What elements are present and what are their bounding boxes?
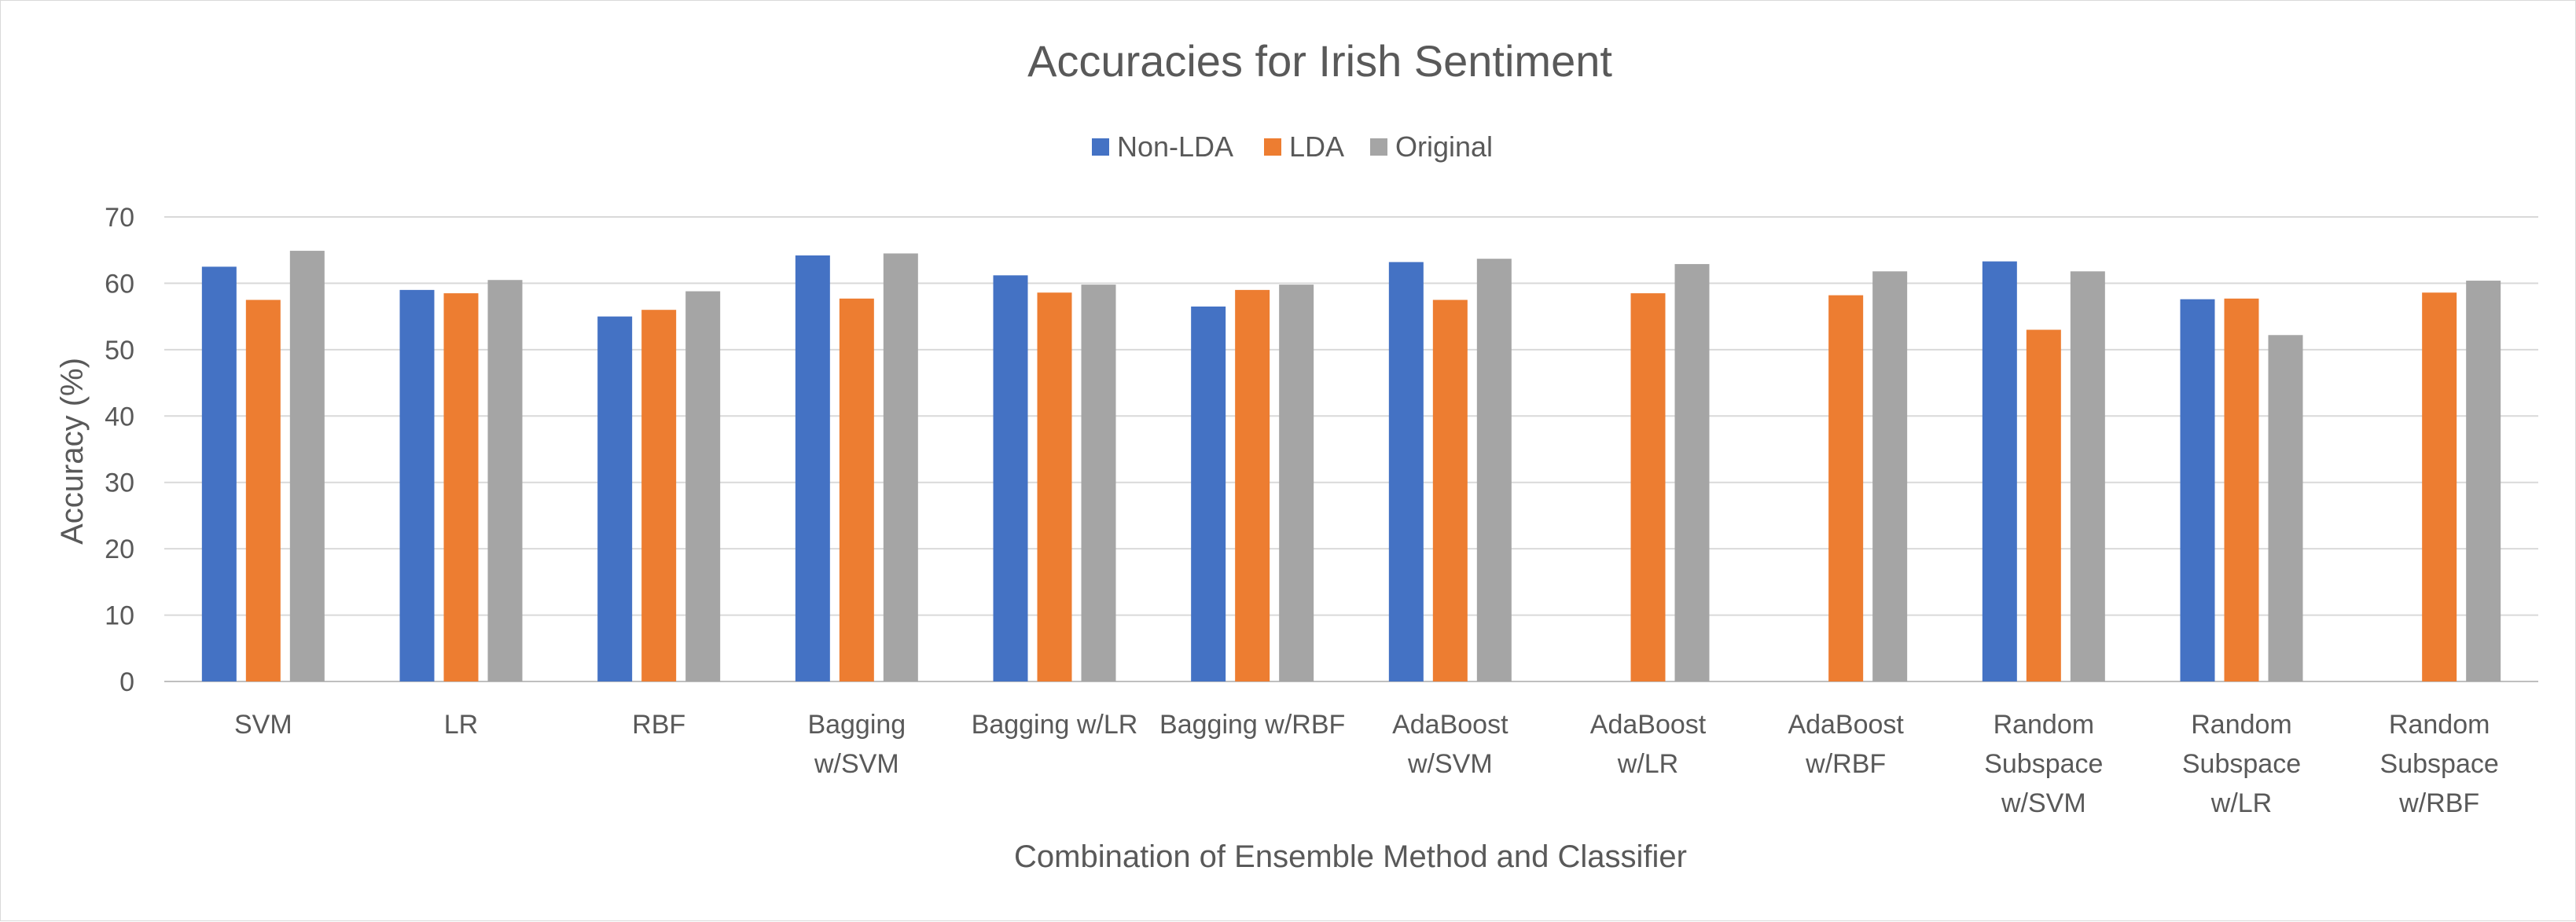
bar-original [1081,285,1116,681]
x-category-label-line: Subspace [2380,749,2499,779]
y-tick-label: 10 [105,601,134,631]
legend-label: LDA [1289,130,1344,163]
x-category-label: Random Subspace w/SVM [1984,710,2103,818]
bar-lda [245,299,281,681]
x-category-label-line: w/RBF [2398,788,2479,818]
legend-label: Non-LDA [1117,130,1233,163]
bar-non-lda [1982,261,2017,681]
x-category-label-line: w/LR [2210,788,2272,818]
x-category-label-line: Random [1994,710,2095,740]
y-tick-label: 60 [105,269,134,299]
bar-original [883,253,918,682]
bar-non-lda [1388,262,1424,681]
x-category-label-line: SVM [234,710,292,740]
x-category-label-line: w/SVM [814,749,899,779]
bar-lda [2422,292,2457,681]
bar-non-lda [795,255,830,681]
legend-label: Original [1395,130,1493,163]
x-category-label-line: Random [2191,710,2292,740]
bar-lda [1828,295,1864,681]
x-category-label: RBF [632,710,685,740]
x-category-label: AdaBoost w/SVM [1392,710,1508,779]
x-category-label: SVM [234,710,292,740]
bar-non-lda [993,275,1028,682]
bars [201,251,2501,682]
y-tick-label: 30 [105,468,134,498]
bar-original [289,251,325,681]
x-category-label-line: AdaBoost [1590,710,1707,740]
x-category-label-line: Random [2389,710,2490,740]
x-category-label-line: Bagging w/RBF [1159,710,1345,740]
bar-non-lda [2180,299,2215,681]
y-tick-label: 0 [119,667,134,697]
bar-original [1279,285,1314,681]
bar-lda [2224,298,2259,681]
y-tick-label: 40 [105,402,134,432]
legend-item: LDA [1264,130,1344,163]
bar-original [1476,259,1512,681]
x-axis-categories: SVM LR RBF Bagging w/SVM Bagging w/LR Bagging … [234,710,2499,818]
x-category-label: Random Subspace w/RBF [2380,710,2499,818]
legend-swatch [1370,138,1387,156]
bar-lda [1235,289,1270,681]
bar-lda [2026,329,2061,681]
y-axis-ticks: 0 10 20 30 40 50 60 70 [105,203,134,697]
x-category-label: Bagging w/LR [972,710,1138,740]
bar-lda [641,310,677,681]
legend: Non-LDA LDA Original [1092,130,1493,163]
bar-lda [1630,293,1666,681]
bar-original [2268,335,2303,681]
chart-title: Accuracies for Irish Sentiment [1027,36,1612,86]
x-category-label-line: AdaBoost [1788,710,1904,740]
x-category-label: LR [444,710,478,740]
x-category-label-line: Subspace [1984,749,2103,779]
y-axis-label: Accuracy (%) [55,358,90,545]
x-category-label-line: Bagging w/LR [972,710,1138,740]
bar-original [1872,271,1908,681]
x-category-label-line: w/RBF [1805,749,1886,779]
bar-lda [1432,299,1468,681]
bar-non-lda [597,316,633,681]
x-axis-label: Combination of Ensemble Method and Class… [1014,839,1687,874]
gridlines [164,216,2538,682]
x-category-label-line: Bagging [807,710,906,740]
x-category-label-line: RBF [632,710,685,740]
x-category-label: Bagging w/SVM [807,710,906,779]
x-category-label-line: w/SVM [2001,788,2086,818]
bar-original [487,280,523,681]
legend-item: Original [1370,130,1493,163]
x-category-label-line: Subspace [2182,749,2301,779]
y-tick-label: 20 [105,534,134,564]
legend-swatch [1264,138,1281,156]
x-category-label: Bagging w/RBF [1159,710,1345,740]
legend-item: Non-LDA [1092,130,1233,163]
x-category-label-line: LR [444,710,478,740]
bar-non-lda [1191,306,1226,681]
legend-swatch [1092,138,1109,156]
bar-original [2466,281,2501,681]
x-category-label: AdaBoost w/RBF [1788,710,1904,779]
bar-lda [839,298,874,681]
bar-lda [1037,292,1072,681]
x-category-label: AdaBoost w/LR [1590,710,1707,779]
x-category-label-line: w/LR [1617,749,1678,779]
x-category-label-line: w/SVM [1407,749,1493,779]
bar-original [1674,263,1710,681]
bar-lda [443,293,479,681]
x-category-label: Random Subspace w/LR [2182,710,2301,818]
x-category-label-line: AdaBoost [1392,710,1508,740]
y-tick-label: 70 [105,203,134,233]
bar-non-lda [399,289,435,681]
bar-original [2070,271,2105,681]
bar-original [685,291,721,681]
y-tick-label: 50 [105,336,134,365]
bar-non-lda [201,266,237,682]
